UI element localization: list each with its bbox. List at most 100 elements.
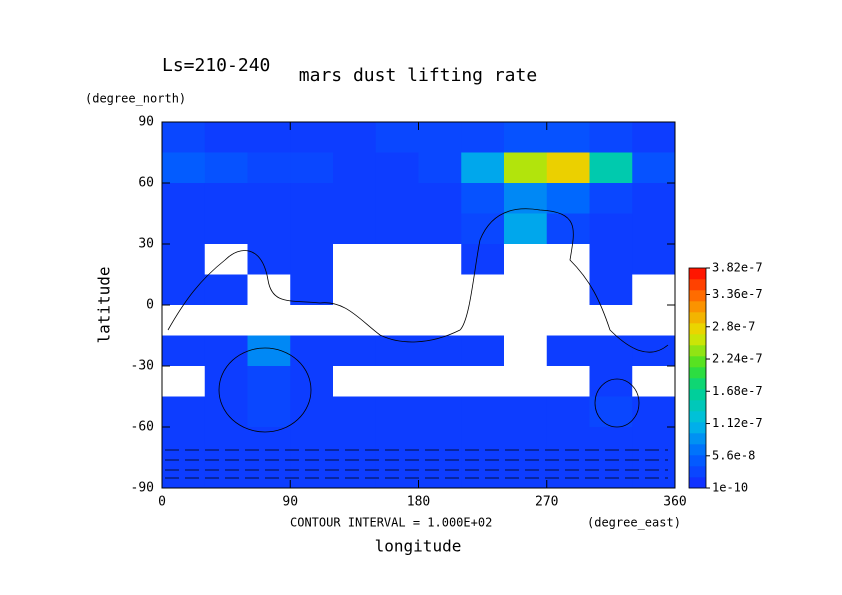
subtitle: Ls=210-240 xyxy=(162,55,270,76)
field-cell xyxy=(546,274,590,306)
colorbar-segment xyxy=(689,279,706,291)
field-cell xyxy=(375,152,419,184)
field-cell xyxy=(204,274,248,306)
field-cell xyxy=(504,274,548,306)
field-cell xyxy=(418,366,462,397)
y-tick-label: 60 xyxy=(138,176,154,191)
field-cell xyxy=(546,152,590,184)
field-cell xyxy=(504,122,548,153)
field-cell xyxy=(375,335,419,367)
field-cell xyxy=(247,183,291,214)
y-axis-label: latitude xyxy=(95,266,114,343)
field-cell xyxy=(418,274,462,306)
field-cell xyxy=(589,427,633,458)
colorbar-segment xyxy=(689,378,706,390)
field-cell xyxy=(290,244,334,275)
y-tick-label: 30 xyxy=(138,237,154,252)
y-tick-label: -30 xyxy=(131,359,154,374)
field-cell xyxy=(546,427,590,458)
field-cell xyxy=(632,396,676,428)
field-cell xyxy=(204,427,248,458)
colorbar-segment xyxy=(689,422,706,434)
colorbar-tick-label: 1e-10 xyxy=(712,481,748,495)
field-cell xyxy=(461,457,505,489)
field-cell xyxy=(247,457,291,489)
colorbar-segment xyxy=(689,345,706,357)
field-cell xyxy=(333,335,377,367)
colorbar-segment xyxy=(689,323,706,335)
field-cell xyxy=(504,244,548,275)
colorbar-segment xyxy=(689,334,706,346)
field-cell xyxy=(375,122,419,153)
field-cell xyxy=(375,396,419,428)
colorbar-segment xyxy=(689,367,706,379)
colorbar-segment xyxy=(689,433,706,445)
contour-line xyxy=(165,449,668,479)
colorbar-tick-label: 5.6e-8 xyxy=(712,448,755,462)
field-cell xyxy=(418,427,462,458)
colorbar-tick-label: 1.12e-7 xyxy=(712,416,763,430)
field-cell xyxy=(162,427,206,458)
field-cell xyxy=(333,305,377,336)
field-cell xyxy=(204,152,248,184)
field-cell xyxy=(375,366,419,397)
field-cell xyxy=(247,274,291,306)
field-cell xyxy=(247,213,291,245)
y-tick-label: 90 xyxy=(138,115,154,130)
field-cell xyxy=(504,457,548,489)
field-cell xyxy=(632,274,676,306)
field-cell xyxy=(162,335,206,367)
field-cell xyxy=(546,122,590,153)
field-cell xyxy=(504,396,548,428)
field-cell xyxy=(204,396,248,428)
colorbar-segment xyxy=(689,455,706,467)
field-cell xyxy=(204,335,248,367)
field-cell xyxy=(504,366,548,397)
field-cell xyxy=(290,213,334,245)
x-tick-label: 270 xyxy=(535,495,558,510)
field-cell xyxy=(461,396,505,428)
colorbar-segment xyxy=(689,411,706,423)
field-cell xyxy=(247,244,291,275)
field-cell xyxy=(504,427,548,458)
field-cell xyxy=(546,183,590,214)
field-cell xyxy=(204,244,248,275)
field-cell xyxy=(204,366,248,397)
colorbar-segment xyxy=(689,301,706,313)
field-cell xyxy=(333,427,377,458)
field-cell xyxy=(461,152,505,184)
field-cell xyxy=(162,183,206,214)
field-cell xyxy=(162,213,206,245)
field-cell xyxy=(461,122,505,153)
field-cell xyxy=(461,305,505,336)
field-cell xyxy=(589,335,633,367)
colorbar-frame xyxy=(688,267,707,489)
colorbar-segment xyxy=(689,312,706,324)
field-cell xyxy=(589,183,633,214)
field-cell xyxy=(162,122,206,153)
colorbar-segment xyxy=(689,389,706,401)
field-cell xyxy=(375,305,419,336)
field-cell xyxy=(461,427,505,458)
field-cell xyxy=(504,335,548,367)
colorbar-segment xyxy=(689,477,706,489)
field-cell xyxy=(162,396,206,428)
field-cell xyxy=(375,274,419,306)
field-cell xyxy=(375,427,419,458)
y-tick-label: -60 xyxy=(131,420,154,435)
field-cell xyxy=(589,244,633,275)
x-tick-label: 90 xyxy=(282,495,298,510)
x-tick-label: 0 xyxy=(158,495,166,510)
field-cell xyxy=(162,274,206,306)
field-cell xyxy=(546,213,590,245)
field-cell xyxy=(290,305,334,336)
field-cell xyxy=(247,152,291,184)
field-cell xyxy=(589,396,633,428)
field-cell xyxy=(461,213,505,245)
field-cell xyxy=(162,305,206,336)
y-tick-label: 0 xyxy=(146,298,154,313)
x-tick-label: 180 xyxy=(407,495,430,510)
field-cell xyxy=(418,396,462,428)
field-cell xyxy=(290,396,334,428)
